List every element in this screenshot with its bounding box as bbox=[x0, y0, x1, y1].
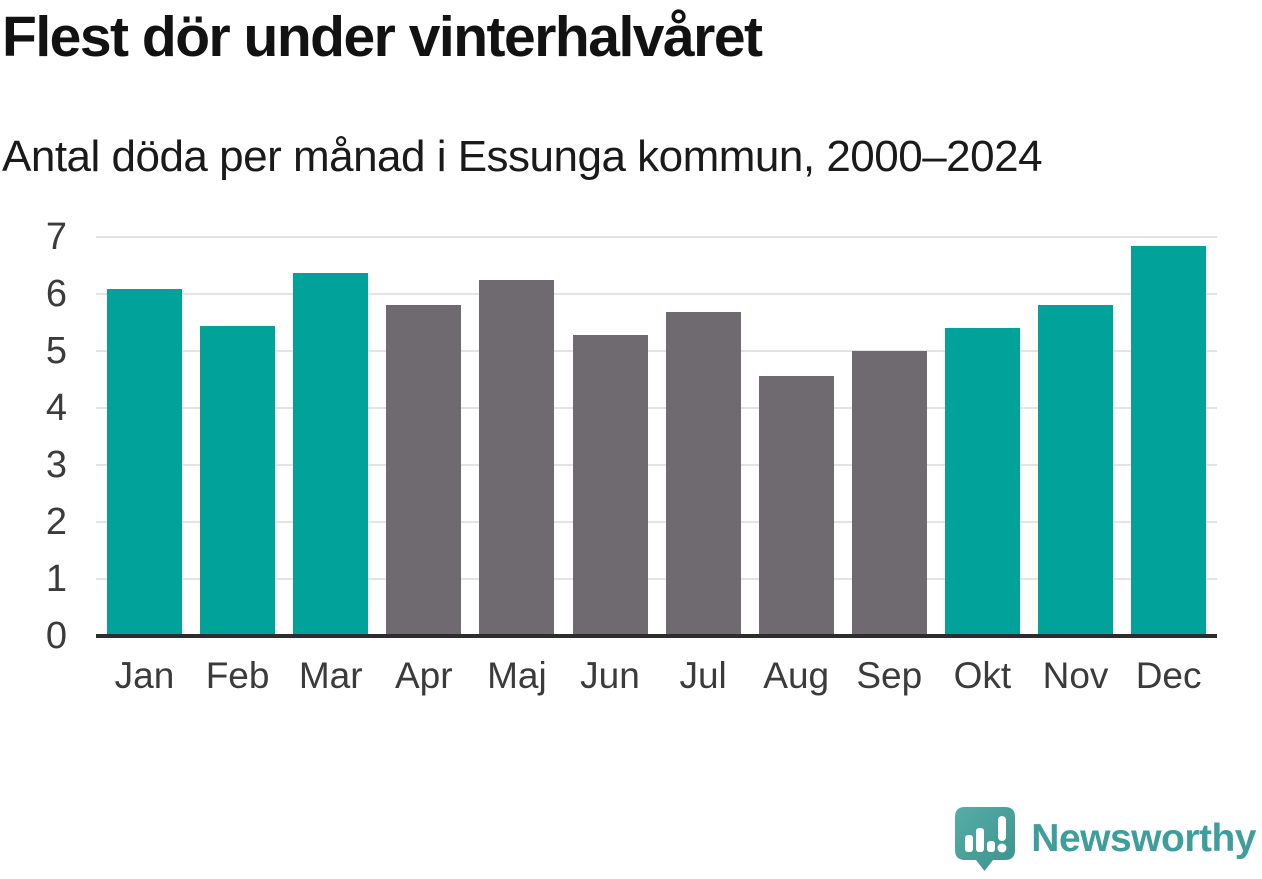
gridline-y-7 bbox=[96, 236, 1217, 238]
x-tick-label-feb: Feb bbox=[205, 655, 270, 696]
chart-subtitle: Antal döda per månad i Essunga kommun, 2… bbox=[2, 132, 1043, 181]
gridline-y-1 bbox=[96, 578, 1217, 580]
bar-dec bbox=[1131, 246, 1207, 636]
x-tick-label-mar: Mar bbox=[298, 655, 363, 696]
x-tick-label-jun: Jun bbox=[580, 655, 640, 696]
newsworthy-logo-icon bbox=[955, 807, 1016, 871]
x-tick-label-aug: Aug bbox=[763, 655, 830, 696]
x-tick-label-jul: Jul bbox=[679, 655, 727, 696]
plot-area bbox=[96, 236, 1217, 638]
logo-exclamation-icon bbox=[998, 816, 1007, 841]
x-tick-label-okt: Okt bbox=[953, 655, 1012, 696]
bar-sep bbox=[851, 351, 927, 636]
x-tick-label-maj: Maj bbox=[487, 655, 547, 696]
chart-title: Flest dör under vinterhalvåret bbox=[2, 5, 763, 69]
y-tick-label-3: 3 bbox=[45, 444, 67, 486]
logo-bar-icon bbox=[976, 828, 985, 852]
gridline-y-2 bbox=[96, 521, 1217, 523]
y-tick-label-2: 2 bbox=[45, 501, 67, 543]
x-tick-label-sep: Sep bbox=[856, 655, 923, 696]
bar-apr bbox=[386, 305, 462, 636]
y-tick-label-7: 7 bbox=[45, 216, 67, 258]
bar-feb bbox=[200, 325, 276, 636]
bar-jun bbox=[572, 335, 648, 636]
brand-name: Newsworthy bbox=[1031, 817, 1256, 860]
bar-nov bbox=[1038, 305, 1113, 636]
bar-maj bbox=[479, 280, 555, 636]
y-tick-label-5: 5 bbox=[45, 330, 67, 372]
gridline-y-3 bbox=[96, 464, 1217, 466]
logo-bar-icon bbox=[965, 835, 974, 852]
bar-jul bbox=[665, 312, 741, 636]
x-tick-label-jan: Jan bbox=[114, 655, 175, 696]
x-tick-label-nov: Nov bbox=[1042, 655, 1109, 696]
logo-bar-icon bbox=[987, 841, 996, 852]
gridline-y-4 bbox=[96, 407, 1217, 409]
gridline-y-6 bbox=[96, 293, 1217, 295]
bar-aug bbox=[758, 376, 834, 636]
logo-exclamation-dot-icon bbox=[997, 843, 1007, 853]
y-tick-label-1: 1 bbox=[45, 558, 67, 600]
x-axis-line bbox=[96, 634, 1217, 638]
brand-footer: Newsworthy bbox=[953, 806, 1256, 872]
bar-mar bbox=[293, 273, 369, 636]
bar-jan bbox=[107, 289, 182, 636]
x-tick-label-apr: Apr bbox=[395, 655, 453, 696]
y-tick-label-6: 6 bbox=[45, 273, 67, 315]
x-tick-label-dec: Dec bbox=[1135, 655, 1202, 696]
y-tick-label-0: 0 bbox=[45, 615, 67, 657]
bar-okt bbox=[944, 328, 1020, 636]
gridline-y-5 bbox=[96, 350, 1217, 352]
y-tick-label-4: 4 bbox=[45, 387, 67, 429]
